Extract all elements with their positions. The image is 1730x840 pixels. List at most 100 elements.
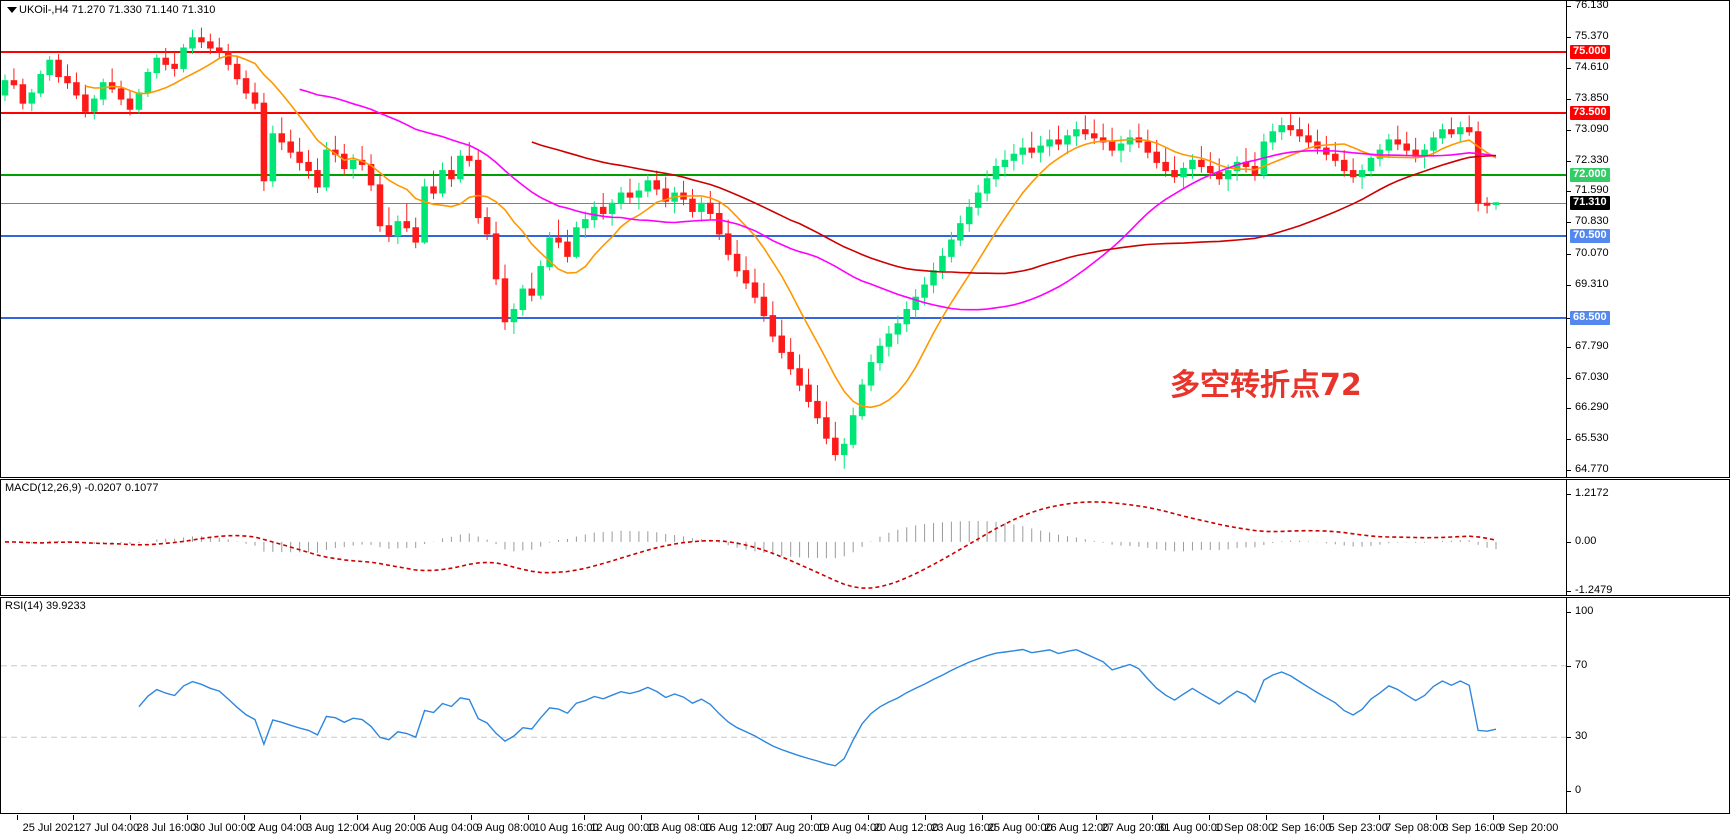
price-y-tick: 72.330 (1575, 154, 1609, 167)
price-level-tag[interactable]: 70.500 (1570, 228, 1610, 243)
x-tick-mark (925, 815, 927, 820)
x-tick-mark (1038, 815, 1040, 820)
price-y-axis: 76.130 75.370 74.610 73.850 73.090 72.330 71.5… (1566, 0, 1729, 477)
x-axis: 25 Jul 2021 27 Jul 04:00 28 Jul 16:00 30 Ju… (0, 815, 1730, 840)
x-tick-mark (187, 815, 189, 820)
y-tick-mark (1567, 665, 1571, 667)
y-tick-mark (1567, 377, 1571, 379)
x-tick-mark (243, 815, 245, 820)
x-tick-mark (1266, 815, 1268, 820)
price-level-tag[interactable]: 73.500 (1570, 106, 1610, 121)
price-level-tag[interactable]: 68.500 (1570, 310, 1610, 325)
y-tick-mark (1567, 68, 1571, 69)
price-level-line[interactable] (1, 234, 1566, 237)
price-level-line[interactable] (1, 51, 1566, 54)
x-axis-tick: 9 Sep 20:00 (1499, 822, 1559, 834)
x-axis-tick: 20 Aug 12:00 (873, 822, 939, 834)
x-tick-mark (811, 815, 813, 820)
x-tick-mark (470, 815, 472, 820)
x-axis-tick: 30 Jul 00:00 (193, 822, 253, 834)
symbol-header: UKOil-,H4 71.270 71.330 71.140 71.310 (19, 4, 216, 16)
x-axis-tick: 28 Jul 16:00 (136, 822, 197, 834)
price-y-tick: 73.090 (1575, 123, 1609, 136)
x-tick-mark (73, 815, 75, 820)
macd-y-axis: 1.2172 0.00 -1.2479 (1566, 480, 1729, 596)
x-tick-mark (697, 815, 699, 820)
y-tick-mark (1567, 541, 1571, 543)
price-y-tick: 65.530 (1575, 432, 1609, 444)
rsi-y-axis: 100 70 30 0 (1566, 598, 1729, 813)
y-tick-mark (1567, 317, 1571, 319)
x-axis-tick: 2 Aug 04:00 (249, 822, 309, 834)
x-axis-tick: 5 Sep 23:00 (1328, 822, 1388, 834)
y-tick-mark (1567, 612, 1571, 613)
x-axis-tick: 2 Sep 16:00 (1272, 822, 1332, 834)
x-axis-tick: 8 Sep 16:00 (1442, 822, 1502, 834)
y-tick-mark (1567, 470, 1571, 472)
y-tick-mark (1567, 222, 1571, 224)
price-level-tag[interactable]: 72.000 (1570, 167, 1610, 182)
x-tick-mark (1379, 815, 1381, 820)
price-level-line[interactable] (1, 112, 1566, 115)
y-tick-mark (1567, 130, 1571, 132)
current-price-tag[interactable]: 71.310 (1570, 195, 1610, 210)
price-y-tick: 67.030 (1575, 370, 1609, 383)
rsi-y-tick: 70 (1575, 658, 1588, 671)
price-y-tick: 75.370 (1575, 29, 1609, 42)
y-tick-mark (1567, 5, 1571, 7)
macd-y-tick: 0.00 (1575, 534, 1597, 547)
price-plot-area[interactable] (1, 1, 1566, 477)
price-y-tick: 74.610 (1575, 61, 1609, 73)
y-tick-mark (1567, 791, 1571, 792)
y-tick-mark (1567, 737, 1571, 739)
x-axis-tick: 7 Sep 08:00 (1385, 822, 1445, 834)
x-axis-tick: 23 Aug 16:00 (931, 822, 997, 834)
rsi-plot (1, 648, 1566, 767)
price-y-tick: 70.830 (1575, 215, 1609, 228)
x-axis-tick: 3 Aug 12:00 (306, 822, 365, 834)
x-tick-mark (867, 815, 869, 820)
macd-plot (4, 501, 1497, 589)
x-axis-tick: 4 Aug 20:00 (363, 822, 423, 834)
macd-plot-area[interactable] (1, 480, 1566, 595)
triangle-down-icon[interactable] (7, 7, 17, 13)
price-level-tag[interactable]: 75.000 (1570, 45, 1610, 60)
x-tick-mark (1493, 815, 1494, 820)
price-y-tick: 70.070 (1575, 246, 1609, 259)
x-tick-mark (754, 815, 756, 820)
price-level-line[interactable] (1, 316, 1566, 319)
price-panel: UKOil-,H4 71.270 71.330 71.140 71.310 76… (0, 0, 1730, 478)
y-tick-mark (1567, 591, 1571, 592)
x-tick-mark (1095, 815, 1097, 820)
y-tick-mark (1567, 36, 1571, 38)
y-tick-mark (1567, 439, 1571, 440)
y-tick-mark (1567, 99, 1571, 101)
x-tick-mark (130, 815, 132, 820)
x-tick-mark (1152, 815, 1154, 820)
price-y-tick: 76.130 (1575, 0, 1609, 11)
y-tick-mark (1567, 284, 1571, 286)
y-tick-mark (1567, 161, 1571, 163)
x-axis-tick: 25 Aug 00:00 (987, 822, 1053, 834)
x-axis-tick: 1 Sep 08:00 (1214, 822, 1275, 834)
x-axis-tick: 27 Aug 20:00 (1101, 822, 1167, 834)
macd-label: MACD(12,26,9) -0.0207 0.1077 (5, 482, 159, 494)
rsi-y-tick: 100 (1575, 605, 1594, 617)
price-level-line[interactable] (1, 173, 1566, 176)
price-y-tick: 66.290 (1575, 400, 1609, 413)
rsi-panel: RSI(14) 39.9233 100 70 30 0 (0, 597, 1730, 814)
rsi-label: RSI(14) 39.9233 (5, 600, 86, 612)
rsi-y-tick: 30 (1575, 730, 1588, 743)
price-y-tick: 73.850 (1575, 92, 1609, 105)
x-axis-tick: 9 Aug 08:00 (476, 822, 536, 834)
x-tick-mark (640, 815, 642, 820)
x-tick-mark (527, 815, 529, 820)
ma-red (531, 141, 1497, 275)
price-candles (1, 27, 1500, 469)
rsi-plot-area[interactable] (1, 598, 1566, 813)
macd-y-tick: -1.2479 (1575, 584, 1613, 596)
current-price-line (1, 202, 1566, 204)
y-tick-mark (1567, 346, 1571, 348)
x-axis-tick: 10 Aug 16:00 (533, 822, 599, 834)
